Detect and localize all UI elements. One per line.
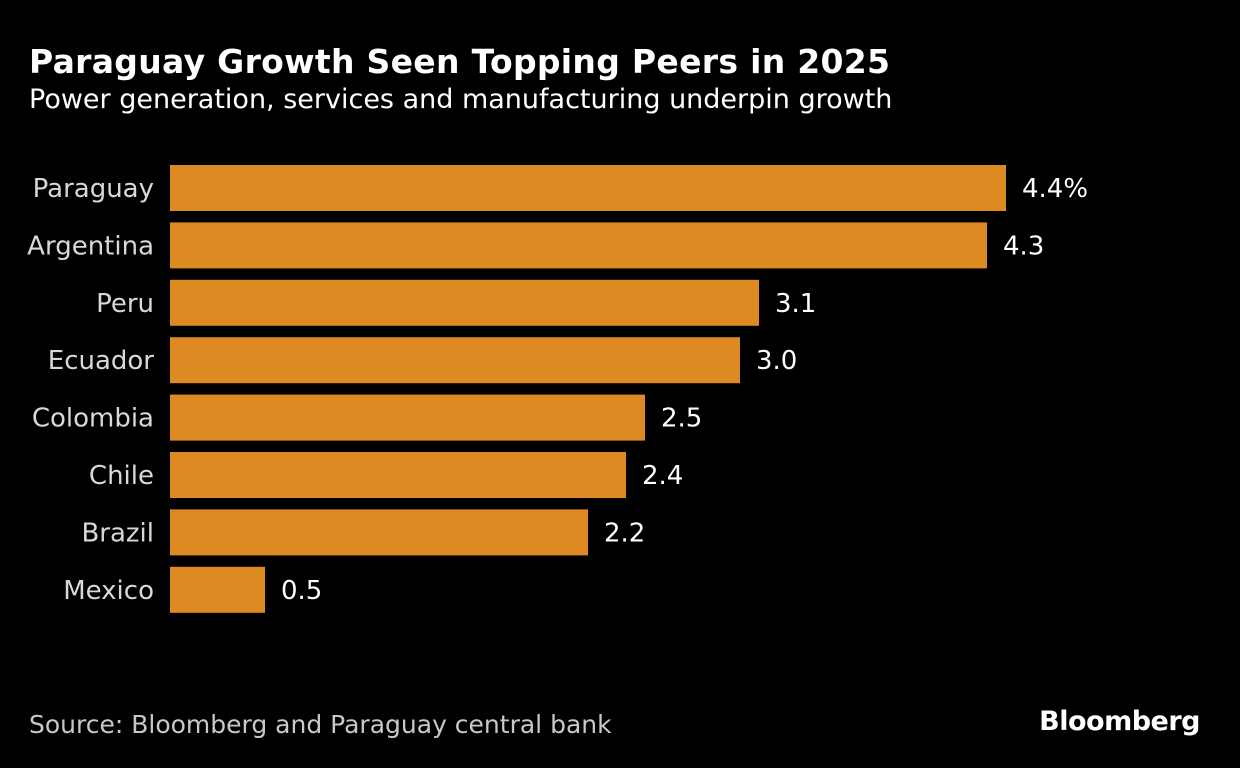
bar-peru — [170, 279, 759, 326]
bar-argentina — [170, 222, 987, 269]
chart-subtitle: Power generation, services and manufactu… — [29, 84, 893, 115]
value-label: 4.4% — [1022, 174, 1088, 204]
value-label: 2.4 — [642, 461, 683, 491]
value-label: 4.3 — [1003, 231, 1044, 261]
bar-colombia — [170, 394, 645, 441]
bar-chile — [170, 452, 626, 498]
category-label: Ecuador — [48, 346, 155, 376]
value-label: 3.1 — [775, 289, 816, 319]
category-label: Colombia — [32, 404, 154, 434]
bar-paraguay — [170, 165, 1006, 211]
value-label: 3.0 — [756, 346, 797, 376]
chart-title: Paraguay Growth Seen Topping Peers in 20… — [29, 42, 891, 81]
category-label: Argentina — [27, 231, 154, 261]
value-label: 2.5 — [661, 404, 702, 434]
bar-brazil — [170, 509, 588, 556]
bloomberg-logo: Bloomberg — [1039, 706, 1200, 737]
category-label: Mexico — [63, 576, 154, 606]
category-label: Chile — [89, 461, 154, 491]
category-label: Brazil — [81, 518, 154, 548]
value-label: 0.5 — [281, 576, 322, 606]
value-label: 2.2 — [604, 518, 645, 548]
bar-mexico — [170, 566, 265, 613]
bar-ecuador — [170, 337, 740, 384]
source-note: Source: Bloomberg and Paraguay central b… — [29, 710, 612, 739]
category-label: Paraguay — [33, 174, 154, 204]
category-label: Peru — [96, 289, 154, 319]
